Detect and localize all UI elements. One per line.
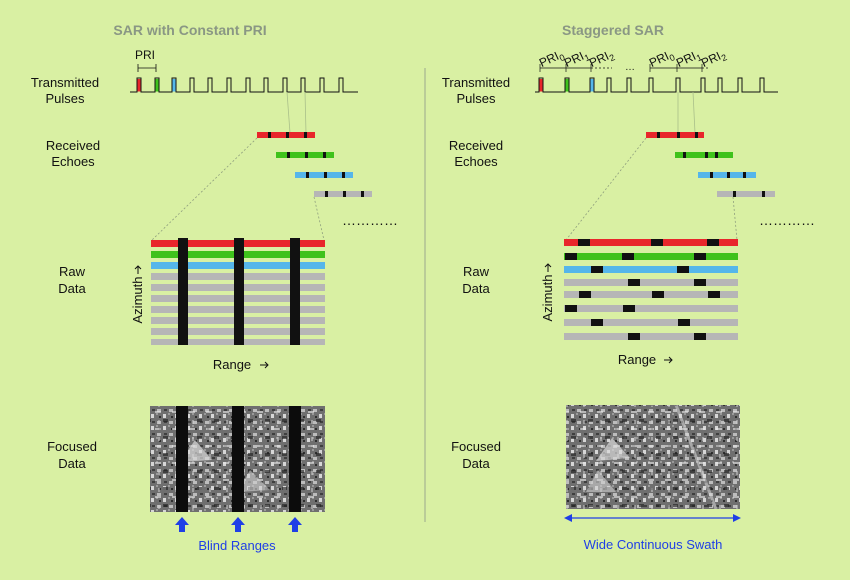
left-projection-lines xyxy=(151,137,325,241)
left-label-received-2: Echoes xyxy=(51,154,95,169)
left-pulse-blue xyxy=(172,79,176,92)
left-ellipsis: ………… xyxy=(342,212,398,228)
left-label-raw-2: Data xyxy=(58,281,86,296)
left-label-focused-2: Data xyxy=(58,456,86,471)
right-label-received-2: Echoes xyxy=(454,154,498,169)
right-pulse-red xyxy=(539,79,543,92)
right-range-arrow-icon xyxy=(664,356,673,364)
left-title: SAR with Constant PRI xyxy=(113,22,266,38)
left-label-transmitted-1: Transmitted xyxy=(31,75,99,90)
left-raw-data xyxy=(151,238,325,345)
up-arrow-icon xyxy=(288,517,302,532)
right-label-transmitted-1: Transmitted xyxy=(442,75,510,90)
right-row-labels: Transmitted Pulses Received Echoes Raw D… xyxy=(442,75,510,471)
right-label-transmitted-2: Pulses xyxy=(456,91,496,106)
up-arrow-icon xyxy=(175,517,189,532)
left-label-raw-1: Raw xyxy=(59,264,86,279)
right-pri-arrows xyxy=(539,64,710,72)
left-footer-label: Blind Ranges xyxy=(198,538,276,553)
right-received-echoes xyxy=(646,91,775,197)
right-echo-red xyxy=(646,132,704,138)
left-azimuth-arrow-icon xyxy=(134,265,142,274)
right-ellipsis: ………… xyxy=(759,212,815,228)
right-projection-lines xyxy=(565,137,738,241)
right-echo-green xyxy=(675,152,733,158)
left-label-transmitted-2: Pulses xyxy=(45,91,85,106)
left-focused-image xyxy=(150,406,325,512)
right-label-focused-1: Focused xyxy=(451,439,501,454)
left-label-received-1: Received xyxy=(46,138,100,153)
left-label-focused-1: Focused xyxy=(47,439,97,454)
right-label-raw-1: Raw xyxy=(463,264,490,279)
up-arrow-icon xyxy=(231,517,245,532)
right-pulse-train xyxy=(535,77,778,93)
right-footer-label: Wide Continuous Swath xyxy=(584,537,723,552)
right-range-label: Range xyxy=(618,352,656,367)
left-pri-arrow xyxy=(137,64,157,72)
right-pulse-green xyxy=(565,79,569,92)
right-label-received-1: Received xyxy=(449,138,503,153)
right-raw-data xyxy=(564,239,738,340)
left-row-labels: Transmitted Pulses Received Echoes Raw D… xyxy=(31,75,100,471)
right-azimuth-arrow-icon xyxy=(544,263,552,272)
left-pulse-train xyxy=(130,77,358,93)
double-arrow-icon xyxy=(564,514,741,522)
left-azimuth-label: Azimuth xyxy=(130,277,145,324)
left-blind-range-arrows xyxy=(175,517,302,532)
right-pulse-blue xyxy=(590,79,594,92)
left-range-arrow-icon xyxy=(260,361,269,369)
right-label-focused-2: Data xyxy=(462,456,490,471)
right-azimuth-label: Azimuth xyxy=(540,275,555,322)
right-focused-image xyxy=(566,404,740,510)
left-received-echoes xyxy=(257,91,372,197)
left-range-label: Range xyxy=(213,357,251,372)
right-title: Staggered SAR xyxy=(562,22,664,38)
left-pulse-red xyxy=(137,79,141,92)
right-echo-gray xyxy=(717,191,775,197)
left-pri-label: PRI xyxy=(135,48,155,62)
left-pulse-green xyxy=(155,79,159,92)
right-pri-gap-ellipsis: … xyxy=(625,62,635,73)
right-label-raw-2: Data xyxy=(462,281,490,296)
